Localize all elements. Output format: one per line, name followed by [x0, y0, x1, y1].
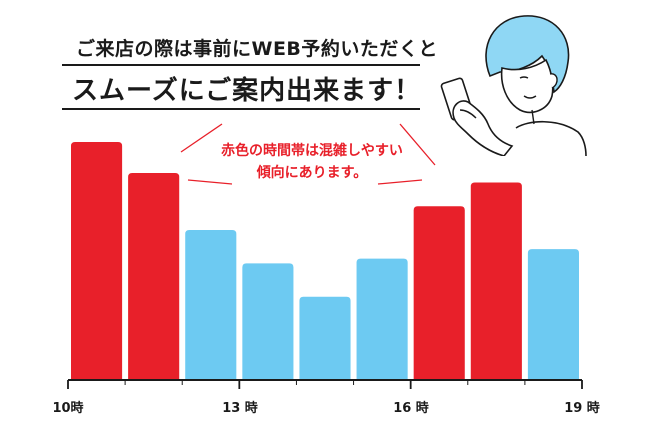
smile-shape: [523, 95, 537, 99]
woman-with-smartphone-illustration: [440, 15, 587, 156]
normal-hour-bar: [299, 296, 351, 380]
normal-hour-bar: [242, 263, 294, 380]
x-tick-label-16: 16 時: [393, 401, 429, 416]
headline-rule-bottom: [62, 108, 420, 110]
busy-hour-bar: [71, 142, 123, 380]
callout-line: [187, 179, 233, 185]
callout-line: [377, 179, 423, 185]
bars-layer: [71, 142, 579, 380]
busy-hours-note-line-2: 傾向にあります。: [256, 165, 368, 181]
callout-line: [399, 123, 436, 166]
ear-shape: [549, 73, 558, 89]
normal-hour-bar: [527, 249, 579, 380]
x-tick-label-13: 13 時: [222, 401, 258, 416]
finger-shape: [459, 109, 477, 119]
face-shape: [500, 58, 554, 114]
x-axis: [67, 379, 583, 389]
x-tick-label-10: 10時: [52, 401, 84, 416]
headline-line-1: ご来店の際は事前にWEB予約いただくと: [76, 38, 438, 60]
busy-hour-bar: [470, 182, 522, 380]
hair-shape: [485, 15, 570, 94]
headline-rule-top: [62, 64, 420, 66]
busy-hours-note: 赤色の時間帯は混雑しやすい 傾向にあります。: [198, 140, 426, 184]
eye-shape: [519, 76, 529, 79]
busy-hour-bar: [413, 206, 465, 380]
normal-hour-bar: [356, 258, 408, 380]
busy-hour-bar: [128, 172, 180, 380]
callout-lines: [180, 123, 436, 185]
x-tick-label-19: 19 時: [564, 401, 600, 416]
hand-shape: [452, 100, 514, 156]
headline-line-2: スムーズにご案内出来ます！: [72, 76, 422, 106]
shoulder-shape: [515, 120, 587, 156]
normal-hour-bar: [185, 230, 237, 380]
busy-hours-note-line-1: 赤色の時間帯は混雑しやすい: [221, 143, 403, 159]
callout-line: [180, 123, 223, 153]
